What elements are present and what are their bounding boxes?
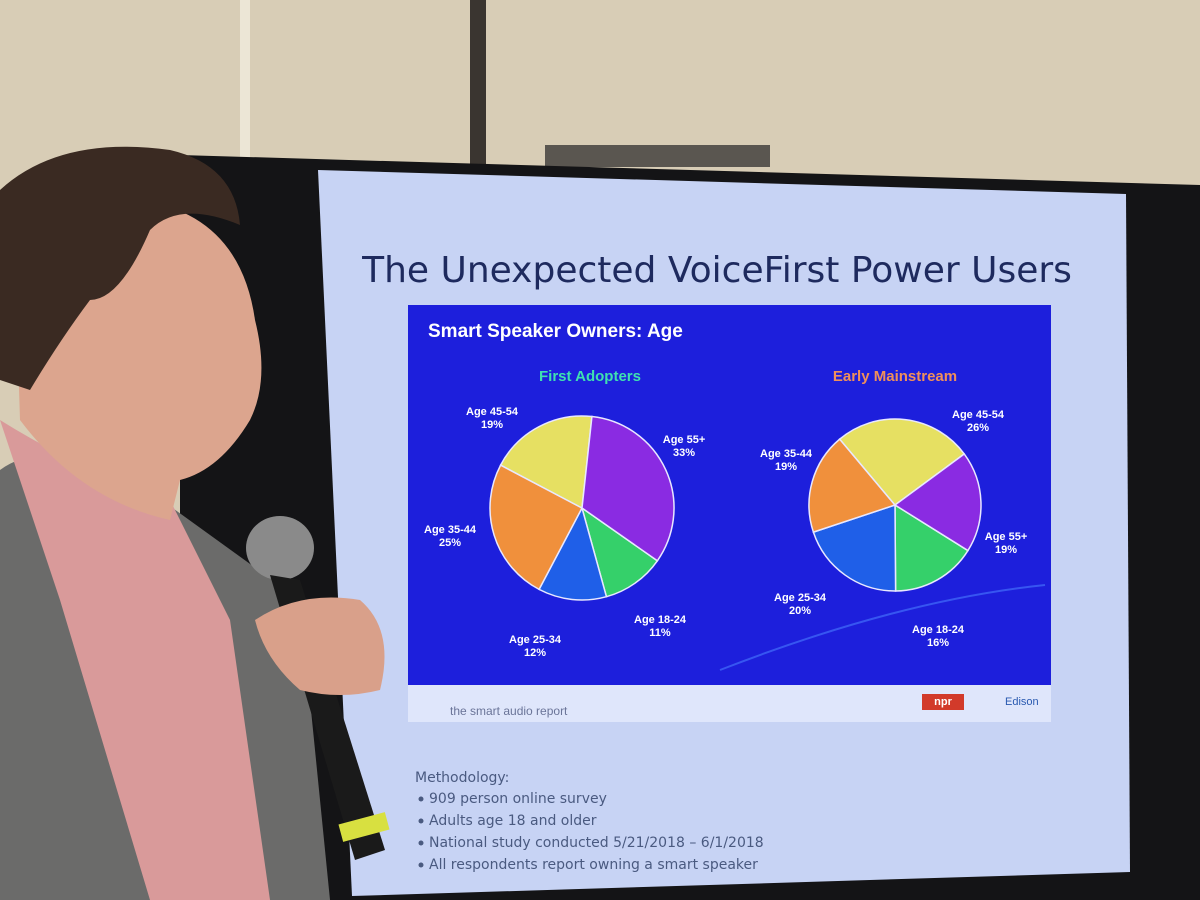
pie-slice bbox=[581, 415, 675, 562]
slice-value-label: 19% bbox=[775, 461, 797, 473]
methodology-bullet: National study conducted 5/21/2018 – 6/1… bbox=[429, 835, 764, 851]
slice-value-label: 11% bbox=[649, 627, 671, 639]
wall-trim bbox=[240, 0, 250, 160]
slice-value-label: 20% bbox=[789, 605, 811, 617]
pie-title: First Adopters bbox=[539, 368, 641, 385]
npr-box bbox=[922, 694, 964, 710]
hair bbox=[0, 146, 240, 390]
slice-category: Age 45-54 bbox=[952, 409, 1005, 421]
panel-title: Smart Speaker Owners: Age bbox=[428, 321, 683, 342]
pie-slice bbox=[808, 438, 897, 534]
slice-value-label: 12% bbox=[524, 647, 546, 659]
slice-category: Age 55+ bbox=[985, 531, 1028, 543]
slice-category: Age 18-24 bbox=[634, 614, 687, 626]
device bbox=[545, 145, 770, 167]
slice-value-label: 26% bbox=[967, 422, 989, 434]
hand bbox=[255, 597, 385, 695]
methodology-heading: Methodology: bbox=[415, 770, 509, 786]
mic-head bbox=[246, 516, 314, 580]
mic-band bbox=[338, 812, 390, 842]
slice-category: Age 18-24 bbox=[912, 624, 965, 636]
slice-category: Age 25-34 bbox=[774, 592, 827, 604]
slice-value-label: 25% bbox=[439, 537, 461, 549]
slice-value-label: 19% bbox=[481, 419, 503, 431]
pie-slice bbox=[894, 503, 969, 592]
slice-category: Age 25-34 bbox=[509, 634, 562, 646]
slide-title: The Unexpected VoiceFirst Power Users bbox=[361, 250, 1072, 291]
pie-slice bbox=[893, 452, 982, 552]
slice-category: Age 35-44 bbox=[424, 524, 477, 536]
logo-edison: Edison bbox=[1005, 696, 1039, 708]
pie-slice bbox=[838, 418, 966, 507]
methodology-list: 909 person online survey Adults age 18 an… bbox=[418, 791, 764, 873]
bullet-dot bbox=[418, 818, 424, 824]
methodology-bullet: All respondents report owning a smart sp… bbox=[429, 857, 758, 873]
bullet-dot bbox=[418, 862, 424, 868]
pole bbox=[470, 0, 486, 165]
pie-slice bbox=[812, 503, 897, 592]
slice-value-label: 19% bbox=[995, 544, 1017, 556]
logo-npr: npr bbox=[934, 696, 952, 708]
decor-line bbox=[719, 584, 1046, 671]
pie-title: Early Mainstream bbox=[833, 368, 957, 385]
slice-category: Age 35-44 bbox=[760, 448, 813, 460]
bullet-dot bbox=[418, 840, 424, 846]
shirt bbox=[0, 420, 270, 900]
slice-value-label: 33% bbox=[673, 447, 695, 459]
slice-category: Age 55+ bbox=[663, 434, 706, 446]
methodology-bullet: 909 person online survey bbox=[429, 791, 607, 807]
pie-slice bbox=[538, 505, 608, 601]
pie-slice bbox=[499, 415, 593, 510]
slice-value-label: 16% bbox=[927, 637, 949, 649]
bullet-dot bbox=[418, 796, 424, 802]
slice-category: Age 45-54 bbox=[466, 406, 519, 418]
methodology-bullet: Adults age 18 and older bbox=[429, 813, 597, 829]
logo-smart-audio: the smart audio report bbox=[450, 704, 568, 718]
